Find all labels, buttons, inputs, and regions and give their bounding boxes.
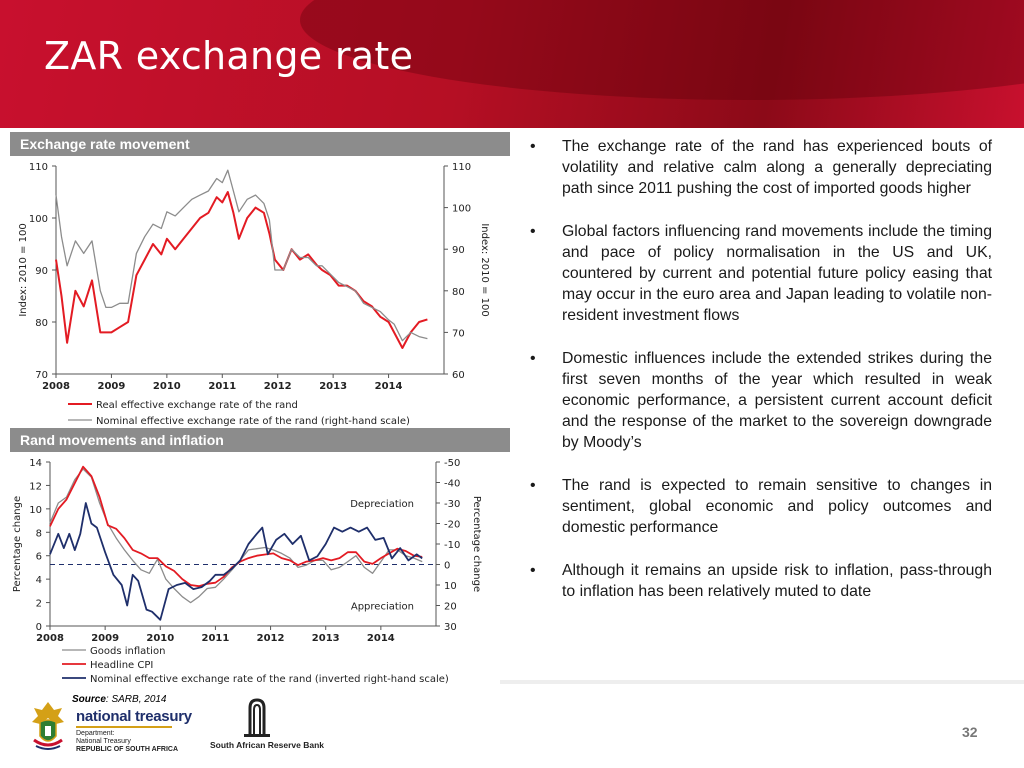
bullet-item: • Although it remains an upside risk to i…	[530, 560, 992, 602]
y-tick-label: 110	[29, 162, 48, 173]
bullet-item: • Global factors influencing rand movemen…	[530, 221, 992, 326]
treasury-sub: National Treasury	[76, 738, 131, 745]
legend-label-2: Headline CPI	[90, 660, 153, 671]
y-right-axis-title: Index: 2010 = 100	[479, 223, 490, 316]
sarb-emblem-icon	[244, 698, 270, 737]
x-tick-label: 2013	[319, 381, 347, 392]
series-line-3	[49, 502, 423, 621]
sarb-name: South African Reserve Bank	[210, 740, 324, 750]
y-right-tick-label: 0	[444, 561, 450, 572]
y-axis-title: Index: 2010 = 100	[18, 223, 29, 316]
y-right-axis-title: Percentage change	[471, 496, 482, 592]
y-tick-label: 100	[29, 214, 48, 225]
y-tick-label: 2	[36, 599, 42, 610]
series-line-1	[55, 191, 428, 349]
bullet-text: Although it remains an upside risk to in…	[562, 562, 992, 600]
x-tick-label: 2014	[367, 633, 395, 644]
y-right-tick-label: -10	[444, 540, 460, 551]
series-line-2	[55, 169, 428, 342]
x-tick-label: 2010	[146, 633, 174, 644]
legend-label-2: Nominal effective exchange rate of the r…	[96, 416, 410, 427]
y-tick-label: 70	[35, 370, 48, 381]
treasury-country: REPUBLIC OF SOUTH AFRICA	[76, 746, 179, 753]
x-tick-label: 2008	[42, 381, 70, 392]
treasury-logo: national treasury Department: National T…	[76, 708, 192, 754]
y-right-tick-label: 10	[444, 581, 457, 592]
x-tick-label: 2012	[264, 381, 292, 392]
bullet-item: • The exchange rate of the rand has exper…	[530, 136, 992, 199]
legend-label-1: Goods inflation	[90, 646, 165, 657]
x-tick-label: 2009	[98, 381, 126, 392]
y-tick-label: 0	[36, 622, 42, 633]
rand-inflation-chart: 0 2 4 6 8 10 12 14 -50 -40 -30 -20 -10 0 10 20 30 2008 200…	[12, 458, 482, 684]
coat-of-arms-icon	[32, 702, 64, 750]
annotation-depreciation: Depreciation	[350, 499, 414, 510]
y-tick-label: 6	[36, 552, 42, 563]
bullet-text: Global factors influencing rand movement…	[562, 223, 992, 324]
y-right-tick-label: -30	[444, 499, 460, 510]
bullet-dot-icon: •	[530, 223, 536, 240]
bullet-dot-icon: •	[530, 562, 536, 579]
y-right-tick-label: 60	[452, 370, 465, 381]
x-tick-label: 2011	[208, 381, 236, 392]
y-right-tick-label: -50	[444, 458, 460, 469]
legend-label-1: Real effective exchange rate of the rand	[96, 400, 298, 411]
y-tick-label: 80	[35, 318, 48, 329]
y-right-tick-label: 70	[452, 328, 465, 339]
y-tick-label: 14	[29, 458, 42, 469]
footer-divider	[500, 680, 1024, 684]
bullet-list: • The exchange rate of the rand has exper…	[530, 136, 992, 624]
panel-header-rand-inflation: Rand movements and inflation	[10, 428, 510, 452]
treasury-name: national treasury	[76, 708, 192, 725]
page-number: 32	[962, 724, 978, 740]
bullet-text: Domestic influences include the extended…	[562, 350, 992, 451]
bullet-item: • Domestic influences include the extende…	[530, 348, 992, 453]
y-right-tick-label: 20	[444, 602, 457, 613]
bullet-text: The exchange rate of the rand has experi…	[562, 138, 992, 197]
source-note: Source: SARB, 2014	[72, 694, 167, 705]
exchange-rate-chart: 70 80 90 100 110 60 70 80 90 100 110 2008 2009 2010 20…	[18, 162, 490, 427]
y-right-tick-label: 110	[452, 162, 471, 173]
x-tick-label: 2009	[91, 633, 119, 644]
y-tick-label: 4	[36, 575, 42, 586]
x-tick-label: 2008	[36, 633, 64, 644]
y-tick-label: 8	[36, 528, 42, 539]
y-right-tick-label: 30	[444, 622, 457, 633]
x-tick-label: 2013	[312, 633, 340, 644]
annotation-appreciation: Appreciation	[351, 602, 414, 613]
slide-title: ZAR exchange rate	[44, 34, 414, 78]
x-tick-label: 2011	[202, 633, 230, 644]
slide-header: ZAR exchange rate	[0, 0, 1024, 128]
y-right-tick-label: -40	[444, 479, 460, 490]
bullet-dot-icon: •	[530, 138, 536, 155]
y-tick-label: 10	[29, 505, 42, 516]
bullet-item: • The rand is expected to remain sensitiv…	[530, 475, 992, 538]
x-tick-label: 2014	[375, 381, 403, 392]
y-axis-title: Percentage change	[12, 496, 23, 592]
series-line-1	[49, 468, 423, 604]
legend-label-3: Nominal effective exchange rate of the r…	[90, 674, 449, 684]
bullet-dot-icon: •	[530, 477, 536, 494]
y-right-tick-label: 80	[452, 287, 465, 298]
panel-header-exchange-rate: Exchange rate movement	[10, 132, 510, 156]
treasury-dept: Department:	[76, 730, 115, 737]
y-tick-label: 90	[35, 266, 48, 277]
x-tick-label: 2012	[257, 633, 285, 644]
y-right-tick-label: 100	[452, 204, 471, 215]
source-text: : SARB, 2014	[105, 694, 167, 705]
treasury-rule	[76, 726, 172, 728]
y-right-tick-label: -20	[444, 520, 460, 531]
y-right-tick-label: 90	[452, 245, 465, 256]
bullet-dot-icon: •	[530, 350, 536, 367]
y-tick-label: 12	[29, 481, 42, 492]
bullet-text: The rand is expected to remain sensitive…	[562, 477, 992, 536]
source-label: Source	[72, 694, 106, 705]
x-tick-label: 2010	[153, 381, 181, 392]
